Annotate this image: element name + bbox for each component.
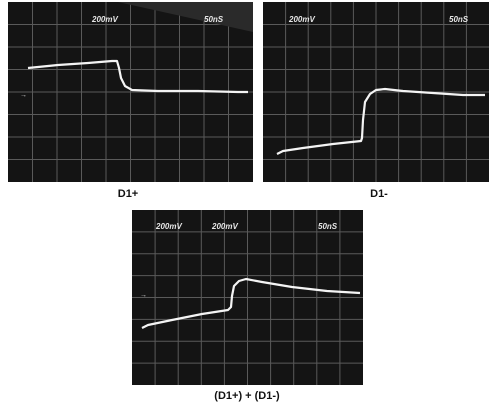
volts-per-div-label-a: 200mV xyxy=(155,222,182,231)
panel-caption-d1-minus: D1- xyxy=(370,188,388,200)
graticule xyxy=(132,210,363,385)
graticule xyxy=(8,2,253,182)
graticule xyxy=(263,2,489,182)
oscilloscope-screen: 200mV 200mV 50nS → xyxy=(132,210,363,385)
oscilloscope-panel-d1-sum: 200mV 200mV 50nS → xyxy=(132,210,363,385)
oscilloscope-screen: 200mV 50nS → xyxy=(8,2,253,182)
waveform-trace xyxy=(141,277,361,329)
volts-per-div-label: 200mV xyxy=(288,15,315,24)
time-per-div-label: 50nS xyxy=(449,15,469,24)
waveform-trace xyxy=(27,59,248,94)
waveform-trace xyxy=(276,87,485,155)
screen-glare xyxy=(118,2,253,32)
time-per-div-label: 50nS xyxy=(204,15,224,24)
panel-caption-d1-sum: (D1+) + (D1-) xyxy=(214,390,280,402)
oscilloscope-panel-d1-plus: 200mV 50nS → xyxy=(8,2,253,182)
panel-caption-d1-plus: D1+ xyxy=(117,188,139,200)
time-per-div-label: 50nS xyxy=(318,222,338,231)
oscilloscope-panel-d1-minus: 200mV 50nS xyxy=(263,2,489,182)
oscilloscope-screen: 200mV 50nS xyxy=(263,2,489,182)
volts-per-div-label-b: 200mV xyxy=(211,222,238,231)
ground-marker: → xyxy=(140,292,147,299)
ground-marker: → xyxy=(20,92,27,99)
volts-per-div-label: 200mV xyxy=(91,15,118,24)
